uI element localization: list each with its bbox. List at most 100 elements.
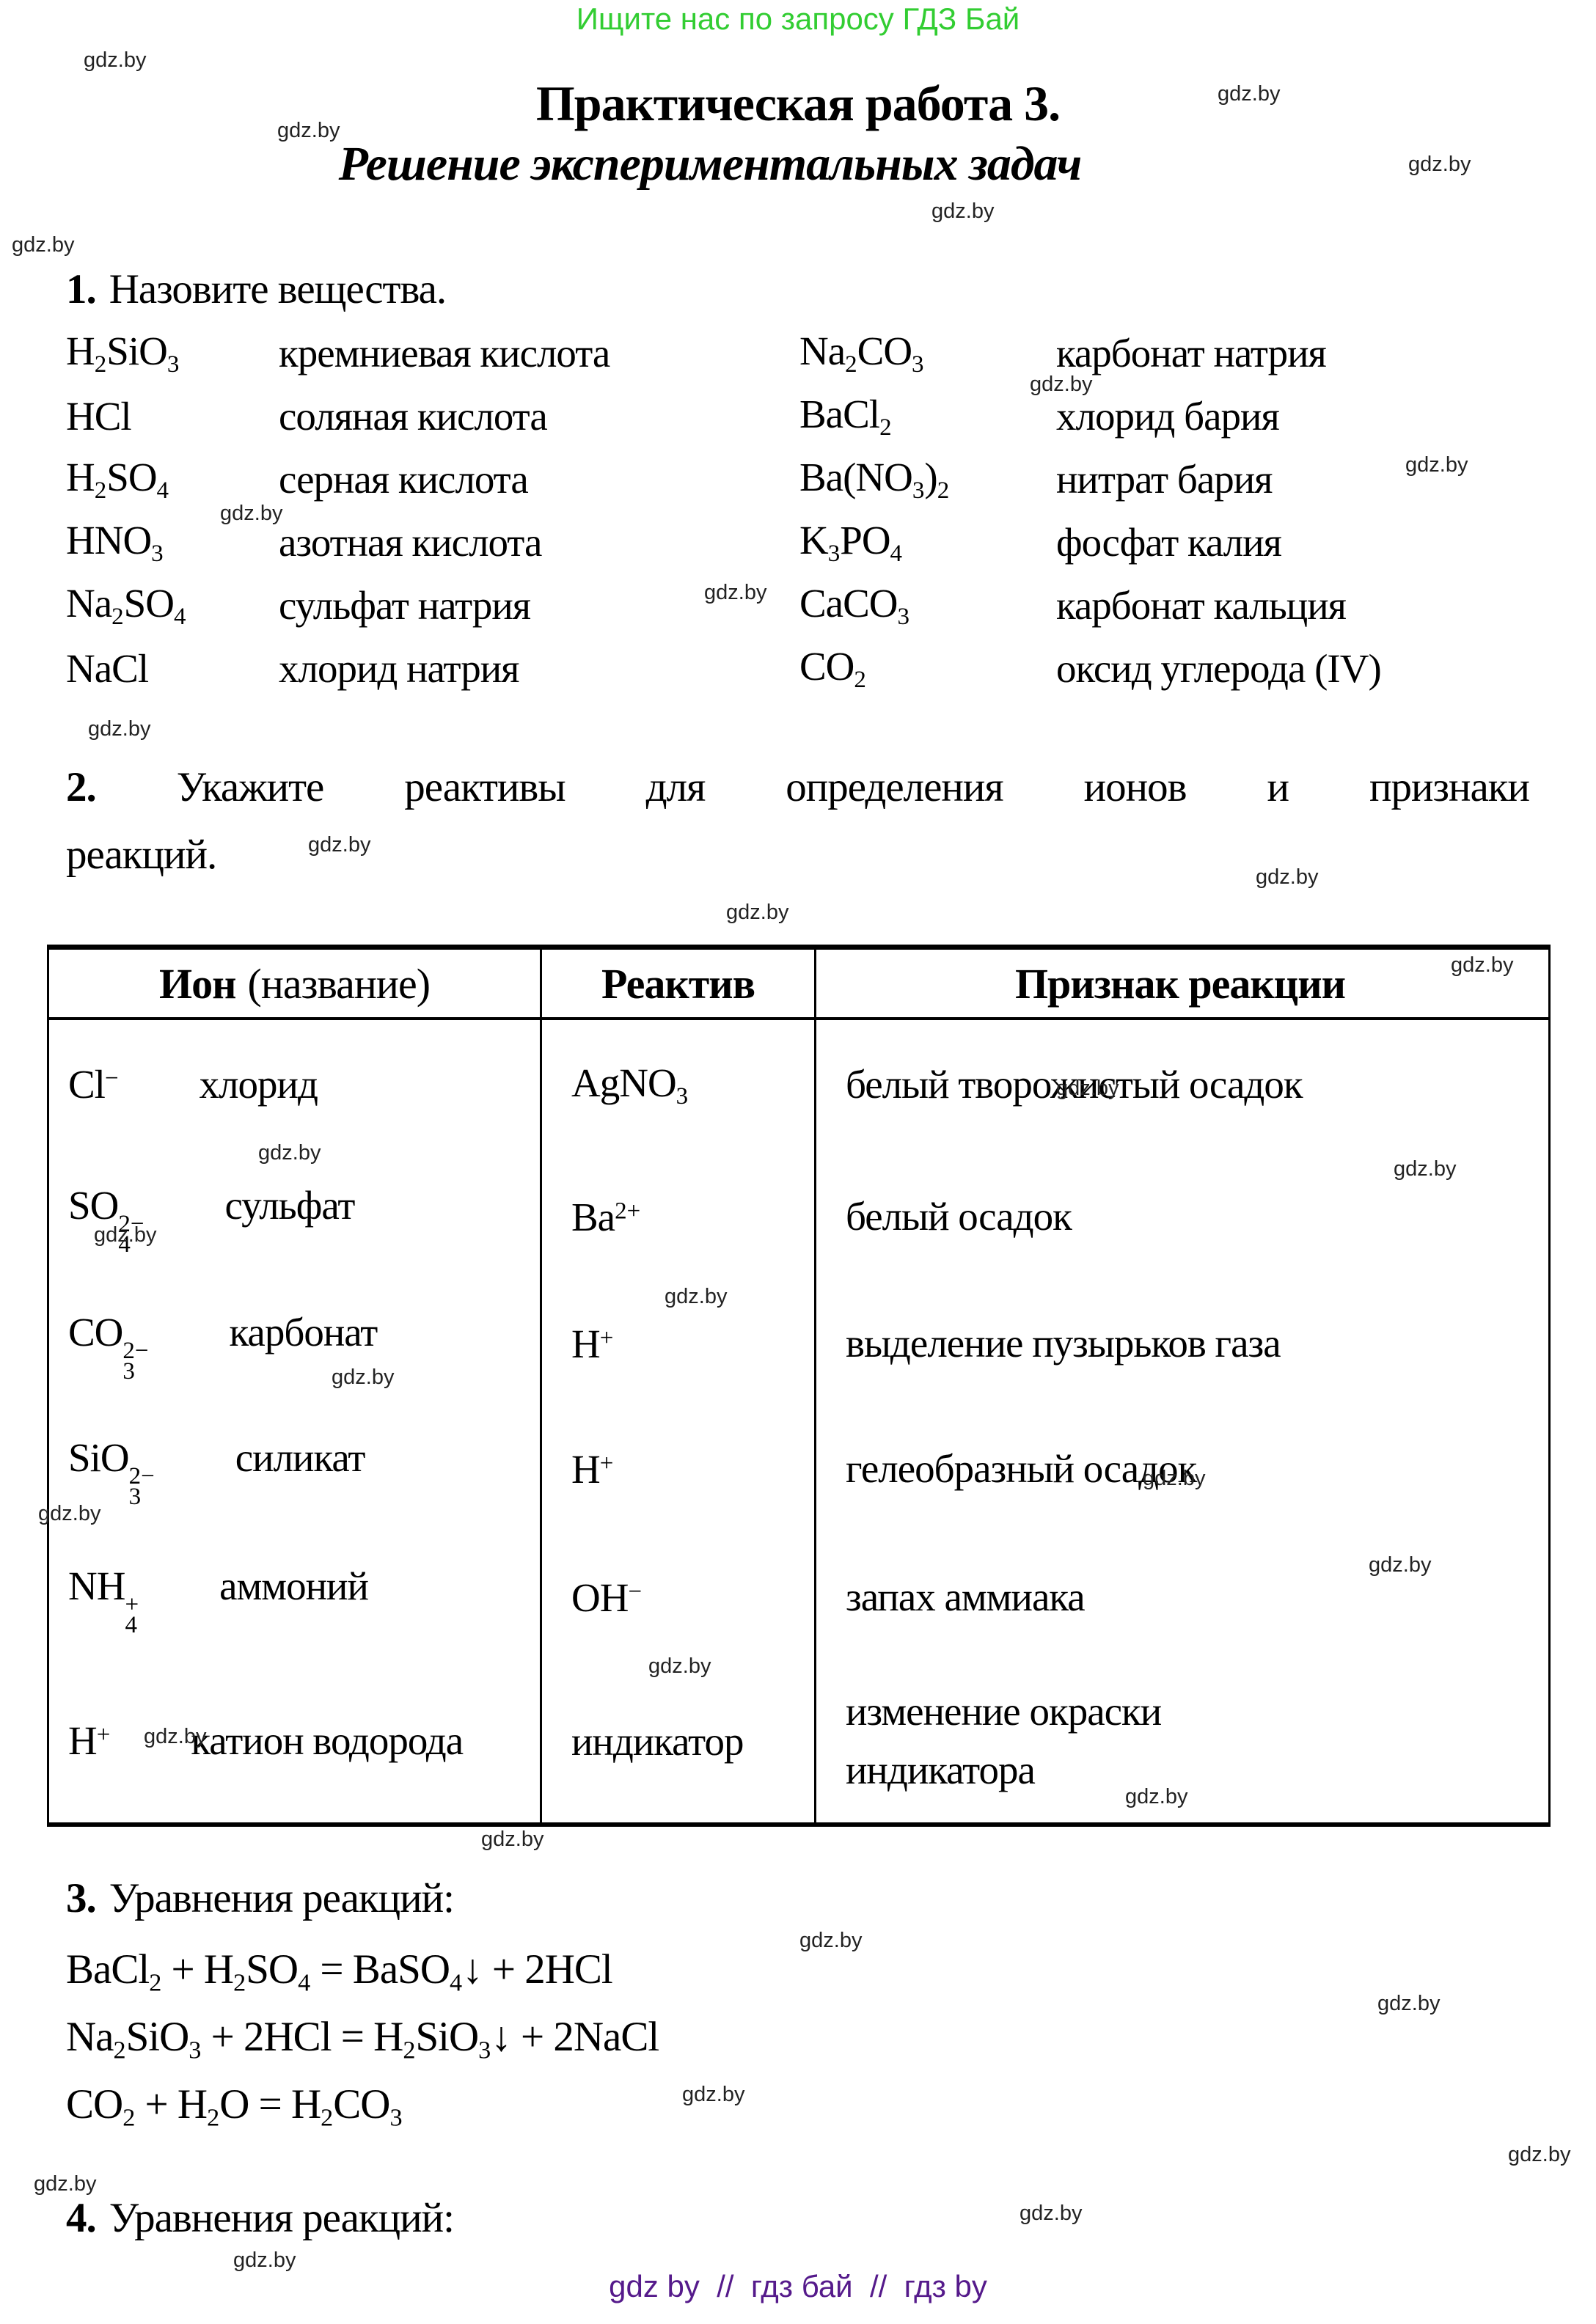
gdz-watermark: gdz.by	[665, 1285, 728, 1308]
gdz-watermark: gdz.by	[648, 1654, 711, 1678]
reagent-formula: OH−	[571, 1575, 643, 1620]
substance-name: нитрат бария	[1056, 456, 1273, 502]
substance-row: K3PO4 фосфат калия	[799, 510, 1533, 573]
section1-heading: 1. Назовите вещества.	[66, 265, 447, 313]
substance-row: CO2 оксид углерода (IV)	[799, 637, 1533, 700]
ion-formula: SiO 2− 3	[68, 1435, 155, 1510]
substance-formula: CaCO3	[799, 580, 909, 630]
gdz-watermark: gdz.by	[1369, 1553, 1432, 1577]
substance-formula: HNO3	[66, 517, 164, 567]
gdz-watermark: gdz.by	[1377, 1992, 1441, 2015]
equation-formula: CO2 + H2O = H2CO3	[66, 2081, 403, 2132]
section4-heading: 4. Уравнения реакций:	[66, 2194, 455, 2242]
section2-text-line2: реакций.	[66, 832, 217, 879]
gdz-watermark: gdz.by	[1030, 373, 1093, 396]
promo-banner-top: Ищите нас по запросу ГДЗ Бай	[576, 1, 1020, 36]
gdz-watermark: gdz.by	[38, 1502, 101, 1525]
cell-sign: изменение окраски индикатора	[816, 1660, 1544, 1822]
table-row: NH +4 аммоний OH− запах аммиака	[49, 1535, 1548, 1660]
doc-title-line2: Решение экспериментальных задач	[338, 137, 1083, 191]
cell-sign: гелеобразный осадок	[816, 1403, 1544, 1535]
gdz-watermark: gdz.by	[931, 199, 995, 223]
cell-reagent: H+	[542, 1403, 816, 1535]
gdz-watermark: gdz.by	[144, 1725, 207, 1748]
gdz-watermark: gdz.by	[481, 1828, 544, 1851]
gdz-watermark: gdz.by	[1143, 1467, 1206, 1490]
cell-ion: NH +4 аммоний	[49, 1535, 542, 1660]
gdz-watermark: gdz.by	[1125, 1785, 1188, 1808]
cell-sign: выделение пузырьков газа	[816, 1284, 1544, 1403]
section1-title: Назовите вещества.	[109, 266, 447, 312]
substance-name: азотная кислота	[279, 519, 542, 565]
substance-name: оксид углерода (IV)	[1056, 645, 1382, 691]
sign-text: белый осадок	[846, 1194, 1072, 1239]
gdz-watermark: gdz.by	[1451, 953, 1514, 977]
gdz-watermark: gdz.by	[94, 1223, 157, 1247]
table-header-row: Ион (название) Реактив Признак реакции	[49, 950, 1548, 1020]
table-row: SO 2− 4 сульфат Ba2+ белый осадок	[49, 1149, 1548, 1284]
reagent-formula: H+	[571, 1321, 614, 1366]
cell-sign: запах аммиака	[816, 1535, 1544, 1660]
ion-name: силикат	[235, 1435, 366, 1481]
section3-number: 3.	[66, 1875, 97, 1921]
cell-sign: белый творожистый осадок	[816, 1020, 1544, 1149]
section2-number: 2.	[66, 764, 97, 810]
substance-row: Ba(NO3)2 нитрат бария	[799, 447, 1533, 510]
substance-row: H2SiO3 кремниевая кислота	[66, 321, 792, 384]
substance-row: NaCl хлорид натрия	[66, 637, 792, 700]
section2-line1: 2. Укажите реактивы для определения ионо…	[66, 754, 1530, 821]
substance-name: сульфат натрия	[279, 582, 531, 628]
col-header-sign: Признак реакции	[1014, 959, 1346, 1008]
equation: BaCl2 + H2SO4 = BaSO4↓ + 2HCl	[66, 1938, 659, 2005]
reagent-formula: индикатор	[571, 1718, 744, 1764]
substance-name: карбонат натрия	[1056, 330, 1327, 375]
reagent-formula: AgNO3	[571, 1060, 689, 1110]
substance-formula: BaCl2	[799, 391, 892, 441]
gdz-watermark: gdz.by	[1056, 1077, 1119, 1100]
cell-ion: SiO 2− 3 силикат	[49, 1403, 542, 1535]
cell-reagent: H+	[542, 1284, 816, 1403]
gdz-watermark: gdz.by	[1218, 82, 1281, 106]
ion-name: сульфат	[224, 1183, 355, 1228]
gdz-watermark: gdz.by	[332, 1366, 395, 1389]
substance-formula: K3PO4	[799, 517, 903, 567]
substance-name: серная кислота	[279, 456, 529, 502]
equation-formula: Na2SiO3 + 2HCl = H2SiO3↓ + 2NaCl	[66, 2013, 659, 2064]
substance-formula: H2SiO3	[66, 328, 180, 378]
gdz-watermark: gdz.by	[1405, 453, 1468, 477]
section2-text-line1: Укажите реактивы для определения ионов и…	[176, 764, 1530, 810]
cell-sign: белый осадок	[816, 1149, 1544, 1284]
substance-formula: HCl	[66, 393, 132, 439]
cell-reagent: Ba2+	[542, 1149, 816, 1284]
table-body: Cl− хлорид AgNO3 белый творожистый осадок…	[49, 1020, 1548, 1822]
table-row: Cl− хлорид AgNO3 белый творожистый осадок	[49, 1020, 1548, 1149]
gdz-watermark: gdz.by	[34, 2172, 97, 2196]
reagent-formula: Ba2+	[571, 1194, 641, 1239]
cell-reagent: OH−	[542, 1535, 816, 1660]
cell-ion: Cl− хлорид	[49, 1020, 542, 1149]
substance-list-right: Na2CO3 карбонат натрия BaCl2 хлорид бария …	[799, 321, 1533, 700]
section3-title: Уравнения реакций:	[109, 1875, 455, 1921]
cell-ion: CO 2− 3 карбонат	[49, 1284, 542, 1403]
ion-name: хлорид	[199, 1061, 318, 1107]
sign-text: изменение окраски индикатора	[846, 1689, 1162, 1792]
sign-text: запах аммиака	[846, 1575, 1086, 1620]
table-row: SiO 2− 3 силикат H+ гелеобразный осадок	[49, 1403, 1548, 1535]
gdz-watermark: gdz.by	[682, 2083, 745, 2106]
gdz-watermark: gdz.by	[233, 2248, 296, 2272]
cell-ion: H+ катион водорода	[49, 1660, 542, 1822]
table-row: H+ катион водорода индикатор изменение ок…	[49, 1660, 1548, 1822]
substance-formula: Na2SO4	[66, 580, 186, 630]
substance-row: BaCl2 хлорид бария	[799, 384, 1533, 447]
gdz-watermark: gdz.by	[12, 233, 75, 257]
equation-formula: BaCl2 + H2SO4 = BaSO4↓ + 2HCl	[66, 1946, 613, 1997]
gdz-watermark: gdz.by	[1394, 1157, 1457, 1181]
substance-name: карбонат кальция	[1056, 582, 1347, 628]
sign-text: гелеобразный осадок	[846, 1446, 1197, 1492]
cell-ion: SO 2− 4 сульфат	[49, 1149, 542, 1284]
substance-row: H2SO4 серная кислота	[66, 447, 792, 510]
section3-heading: 3. Уравнения реакций:	[66, 1874, 455, 1922]
substance-name: хлорид натрия	[279, 645, 519, 691]
ion-formula: SO 2− 4	[68, 1183, 144, 1258]
ion-name: аммоний	[219, 1564, 369, 1609]
